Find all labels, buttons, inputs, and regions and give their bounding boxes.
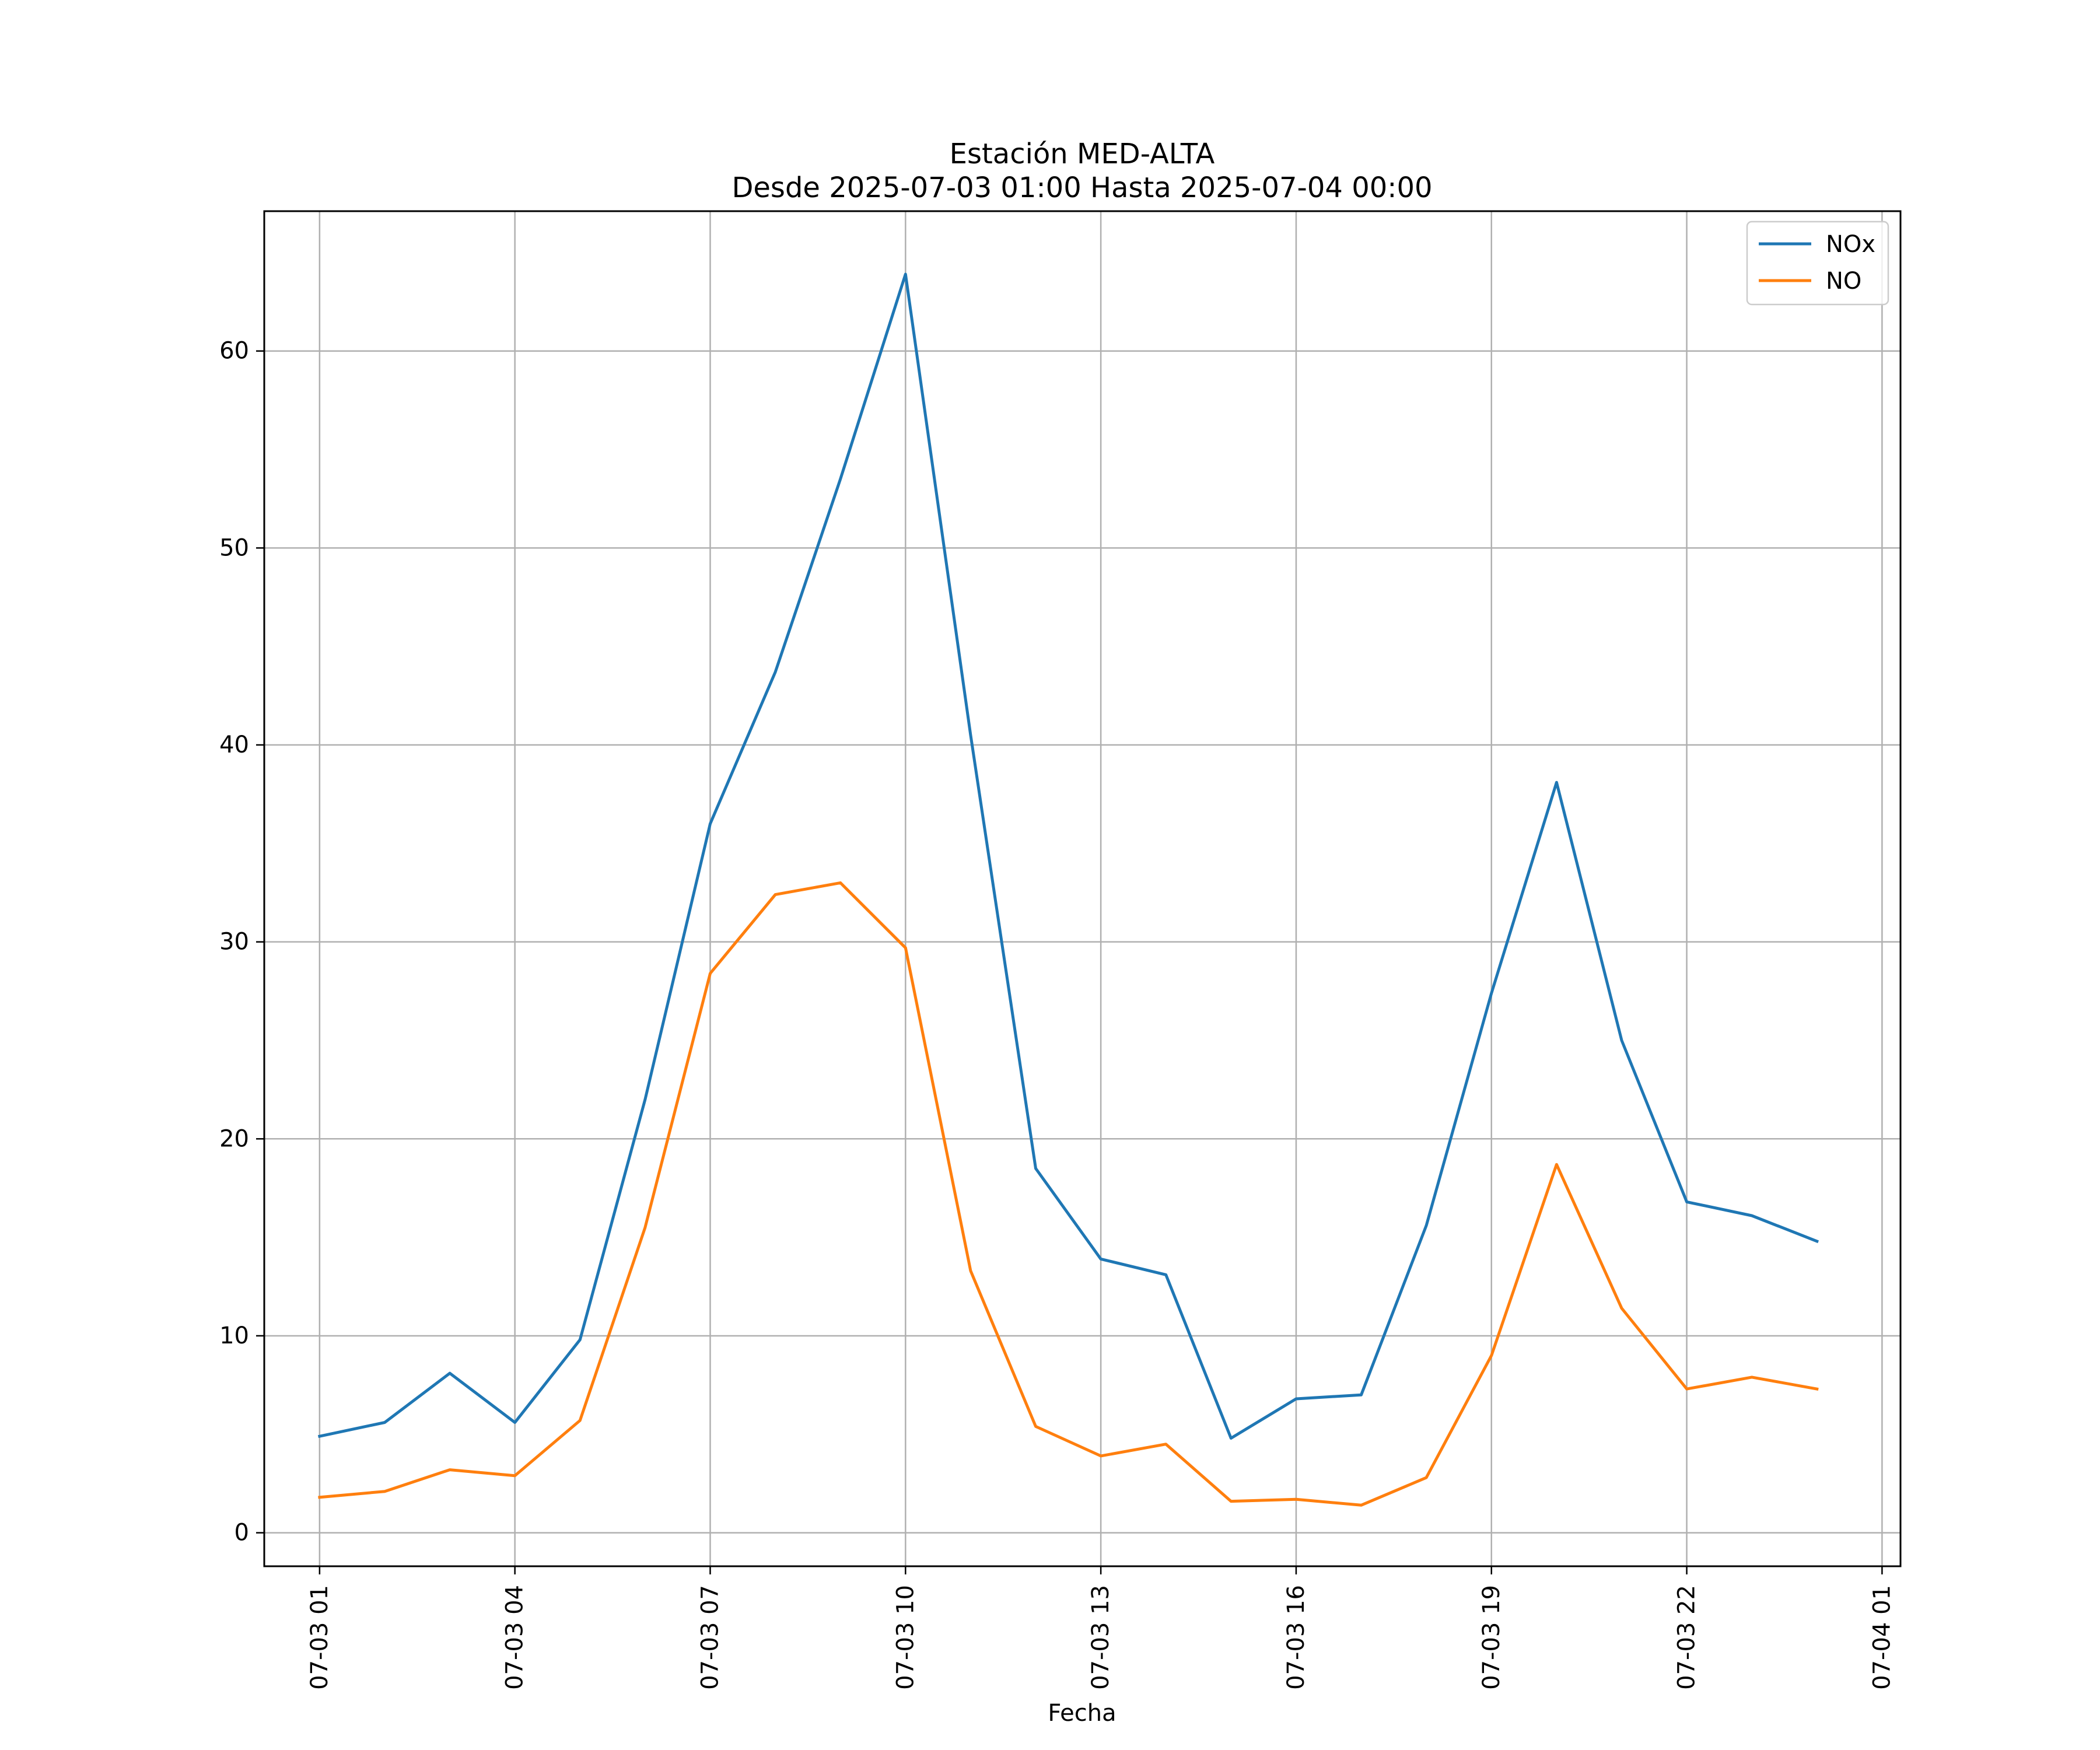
x-tick-label: 07-04 01: [1868, 1585, 1895, 1690]
legend-label-nox: NOx: [1826, 231, 1875, 258]
x-tick-label: 07-03 19: [1478, 1585, 1505, 1690]
series-line-nox: [317, 272, 1819, 1440]
series-layer: [317, 272, 1819, 1507]
x-tick-label: 07-03 01: [306, 1585, 333, 1690]
y-tick-label: 10: [219, 1322, 249, 1349]
x-tick-label: 07-03 04: [502, 1585, 528, 1690]
legend: NOx NO: [1746, 220, 1889, 306]
grid: [264, 211, 1901, 1566]
series-line-no: [318, 881, 1819, 1507]
x-tick-label: 07-03 13: [1087, 1585, 1114, 1690]
x-axis-label: Fecha: [1048, 1700, 1116, 1727]
x-tick-label: 07-03 16: [1283, 1585, 1310, 1690]
y-tick-label: 50: [219, 534, 249, 561]
x-tick-label: 07-03 10: [892, 1585, 919, 1690]
y-tick-label: 40: [219, 732, 249, 758]
x-tick-label: 07-03 22: [1674, 1585, 1700, 1690]
plot-frame: [263, 210, 1902, 1567]
y-tick-label: 20: [219, 1125, 249, 1152]
chart-title: Estación MED-ALTA: [950, 138, 1215, 170]
chart-subtitle: Desde 2025-07-03 01:00 Hasta 2025-07-04 …: [732, 172, 1432, 204]
y-tick-label: 0: [235, 1520, 249, 1546]
legend-label-no: NO: [1826, 268, 1861, 295]
ticks: 07-03 01 07-03 04 07-03 07 07-03 10 07-03 13…: [219, 338, 1895, 1690]
y-tick-label: 30: [219, 929, 249, 956]
y-tick-label: 60: [219, 338, 249, 365]
x-tick-label: 07-03 07: [696, 1585, 723, 1690]
